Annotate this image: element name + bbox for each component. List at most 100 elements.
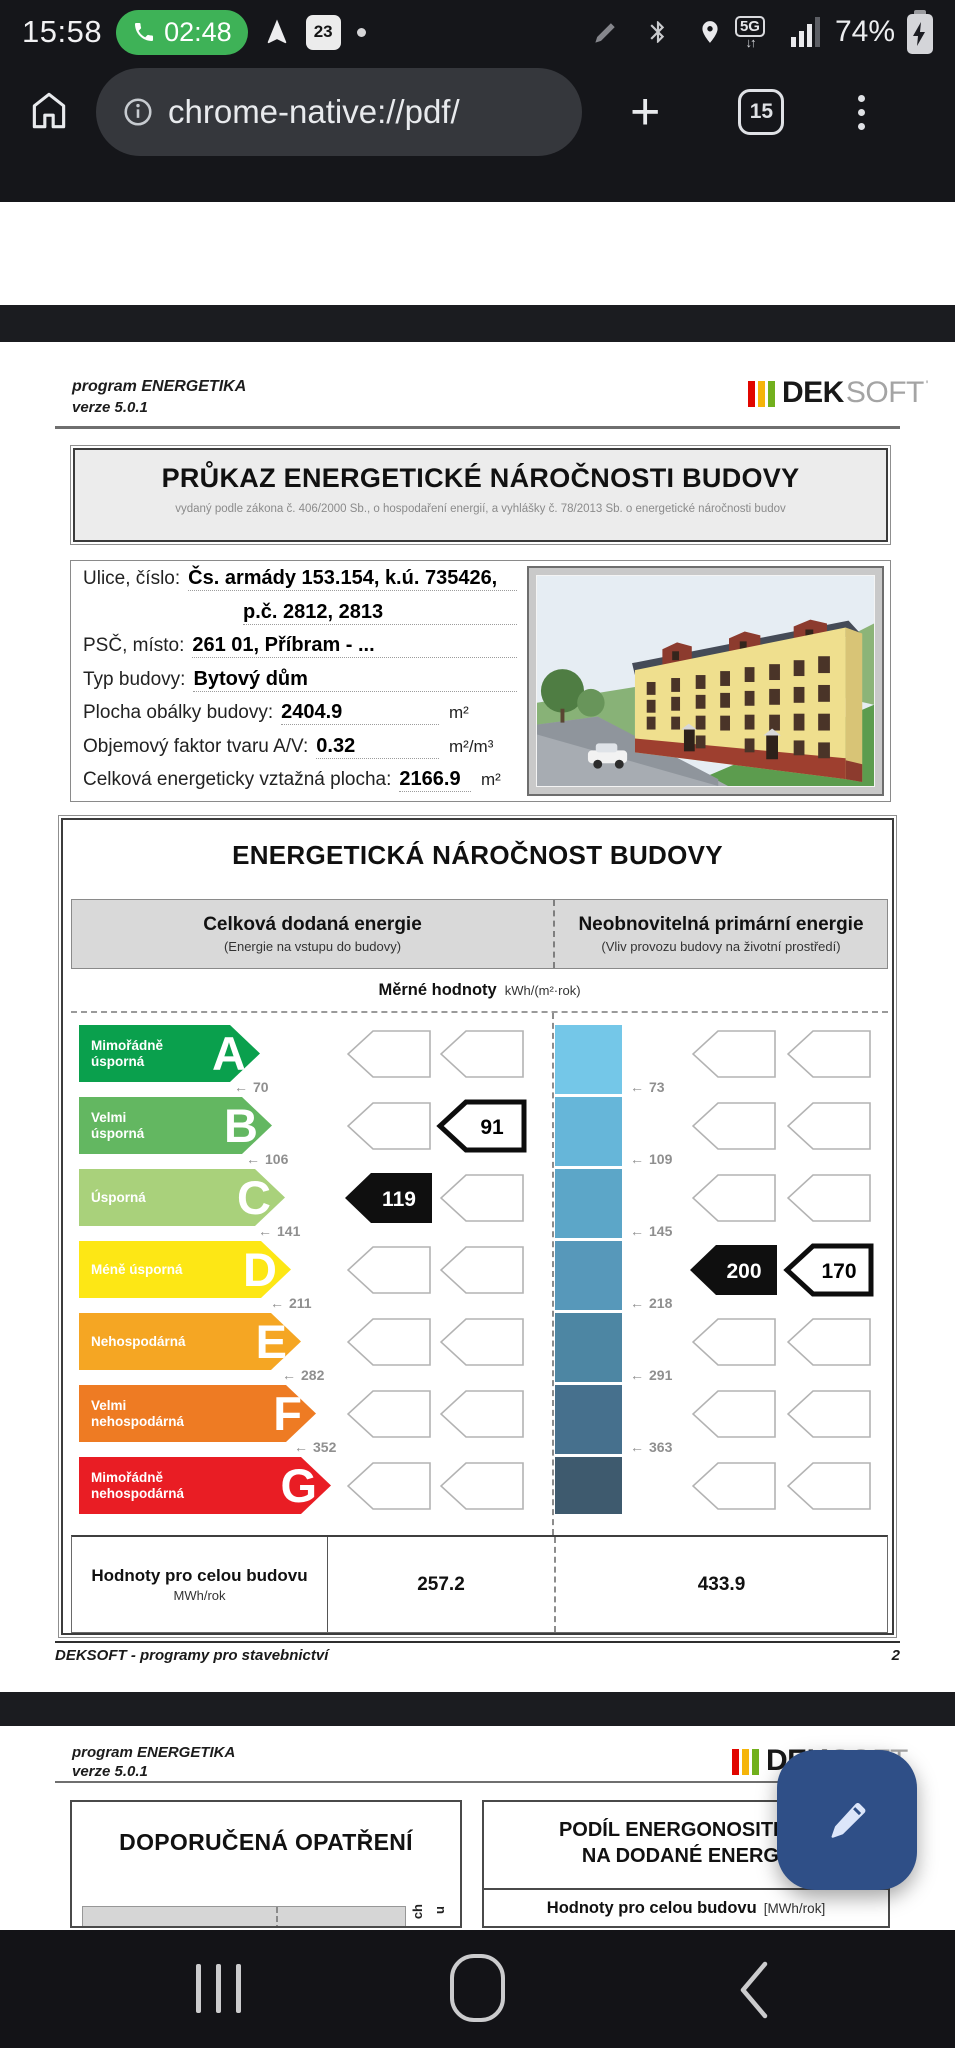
threshold-right-218: ← 218 — [630, 1295, 673, 1311]
total-primary-value: 433.9 — [697, 1573, 746, 1595]
ongoing-call-pill[interactable]: 02:48 — [116, 9, 248, 55]
header-rule — [55, 426, 900, 429]
svg-text:200: 200 — [726, 1260, 761, 1283]
rating-band-g: Mimořádně nehospodárná G — [79, 1457, 331, 1514]
indicator-slot — [787, 1318, 871, 1366]
indicator-slot — [787, 1102, 871, 1150]
indicator-slot — [347, 1318, 431, 1366]
menu-button[interactable] — [858, 94, 866, 130]
omnibox[interactable]: chrome-native://pdf/ — [96, 68, 582, 156]
back-button[interactable] — [735, 1958, 771, 2022]
indicator-slot — [787, 1030, 871, 1078]
page-separator — [0, 305, 955, 342]
home-nav-button[interactable] — [450, 1954, 505, 2022]
indicator-slot — [692, 1030, 776, 1078]
rating-band-a: Mimořádně úsporná A — [79, 1025, 260, 1082]
indicator-slot — [787, 1462, 871, 1510]
deksoft-logo: DEK SOFT ' — [748, 378, 928, 408]
certificate-title: PRŮKAZ ENERGETICKÉ NÁROČNOSTI BUDOVY — [161, 463, 800, 493]
primary-energy-header: Neobnovitelná primární energie (Vliv pro… — [578, 914, 864, 954]
indicator-slot — [440, 1246, 524, 1294]
column-divider — [553, 900, 555, 968]
threshold-right-73: ← 73 — [630, 1079, 665, 1095]
gradient-cell — [555, 1457, 622, 1514]
pencil-icon — [831, 1802, 866, 1838]
total-delivered-value: 257.2 — [417, 1573, 465, 1595]
delivered-energy-header: Celková dodaná energie (Energie na vstup… — [203, 914, 422, 954]
totals-row: Hodnoty pro celou budovu MWh/rok 257.2 4… — [71, 1535, 888, 1633]
browser-chrome: 15:58 02:48 23 5G — [0, 0, 955, 202]
battery-icon — [907, 9, 933, 54]
indicator-slot — [347, 1462, 431, 1510]
indicator-primary-recommended: 170 — [783, 1243, 874, 1297]
gradient-cell — [555, 1241, 622, 1310]
gradient-cell — [555, 1169, 622, 1238]
specific-values-row: Měrné hodnoty kWh/(m²·rok) — [71, 969, 888, 1013]
indicator-delivered-current: 119 — [345, 1173, 432, 1223]
energy-carriers-title: PODÍL ENERGONOSITELŮ NA DODANÉ ENERGII — [558, 1819, 814, 1867]
indicator-slot — [347, 1390, 431, 1438]
scale-center-divider — [552, 1013, 554, 1535]
page-footer: DEKSOFT - programy pro stavebnictví 2 — [55, 1641, 900, 1664]
field-street-cont: p.č. 2812, 2813 — [83, 601, 521, 635]
indicator-slot — [440, 1318, 524, 1366]
deksoft-logo-bars-icon — [748, 381, 775, 407]
indicator-slot — [692, 1318, 776, 1366]
status-icons: 5G ↓↑ 74% — [578, 9, 933, 54]
threshold-left-282: ← 282 — [282, 1367, 325, 1383]
gradient-cell — [555, 1385, 622, 1454]
energy-rating-box: ENERGETICKÁ NÁROČNOST BUDOVY Celková dod… — [58, 815, 897, 1638]
gradient-cell — [555, 1025, 622, 1094]
header-rule-page2 — [55, 1781, 900, 1783]
measures-table-header — [82, 1906, 406, 1926]
home-button[interactable] — [26, 87, 72, 138]
battery-percent: 74% — [834, 15, 895, 48]
indicator-slot — [440, 1462, 524, 1510]
navigation-arrow-icon — [262, 17, 292, 47]
rotated-column-label: ch — [410, 1904, 425, 1920]
address-bar: chrome-native://pdf/ + 15 — [0, 62, 955, 162]
indicator-slot — [692, 1462, 776, 1510]
carriers-total-row: Hodnoty pro celou budovu [MWh/rok] — [484, 1888, 888, 1926]
new-tab-button[interactable]: + — [630, 83, 661, 141]
recents-button[interactable] — [196, 1964, 241, 2013]
tab-switcher-button[interactable]: 15 — [738, 89, 785, 135]
rating-band-f: Velmi nehospodárná F — [79, 1385, 316, 1442]
threshold-left-70: ← 70 — [234, 1079, 269, 1095]
info-icon[interactable] — [122, 96, 154, 128]
threshold-right-291: ← 291 — [630, 1367, 673, 1383]
svg-text:91: 91 — [480, 1116, 504, 1139]
clock: 15:58 — [22, 14, 103, 49]
totals-divider — [554, 1537, 556, 1632]
location-icon — [697, 19, 723, 45]
program-header-page2: program ENERGETIKA verze 5.0.1 — [72, 1744, 236, 1780]
indicator-primary-current: 200 — [690, 1245, 777, 1295]
status-bar: 15:58 02:48 23 5G — [0, 0, 955, 64]
indicator-slot — [347, 1246, 431, 1294]
indicator-slot — [692, 1390, 776, 1438]
threshold-left-211: ← 211 — [270, 1295, 312, 1311]
phone-icon — [135, 23, 154, 41]
edit-fab-button[interactable] — [777, 1750, 917, 1890]
field-city: PSČ, místo: 261 01, Příbram - ... — [83, 634, 521, 668]
threshold-right-145: ← 145 — [630, 1223, 673, 1239]
pencil-status-icon — [592, 19, 619, 46]
bluetooth-icon — [645, 19, 671, 45]
gradient-cell — [555, 1097, 622, 1166]
energy-column-headers: Celková dodaná energie (Energie na vstup… — [71, 899, 888, 969]
svg-text:119: 119 — [382, 1188, 416, 1211]
rating-band-b: Velmi úsporná B — [79, 1097, 272, 1154]
rating-band-e: Nehospodárná E — [79, 1313, 301, 1370]
calendar-badge-icon: 23 — [305, 14, 341, 50]
page-separator — [0, 1692, 955, 1726]
recommended-measures-box: DOPORUČENÁ OPATŘENÍ ch u — [70, 1800, 462, 1928]
svg-text:170: 170 — [821, 1260, 856, 1283]
building-info-fields: Ulice, číslo: Čs. armády 153.154, k.ú. 7… — [83, 567, 521, 802]
indicator-slot — [440, 1174, 524, 1222]
indicator-slot — [347, 1030, 431, 1078]
program-header: program ENERGETIKA verze 5.0.1 — [72, 378, 247, 416]
indicator-slot — [692, 1102, 776, 1150]
signal-strength-icon — [790, 15, 823, 49]
android-nav-bar — [0, 1930, 955, 2048]
